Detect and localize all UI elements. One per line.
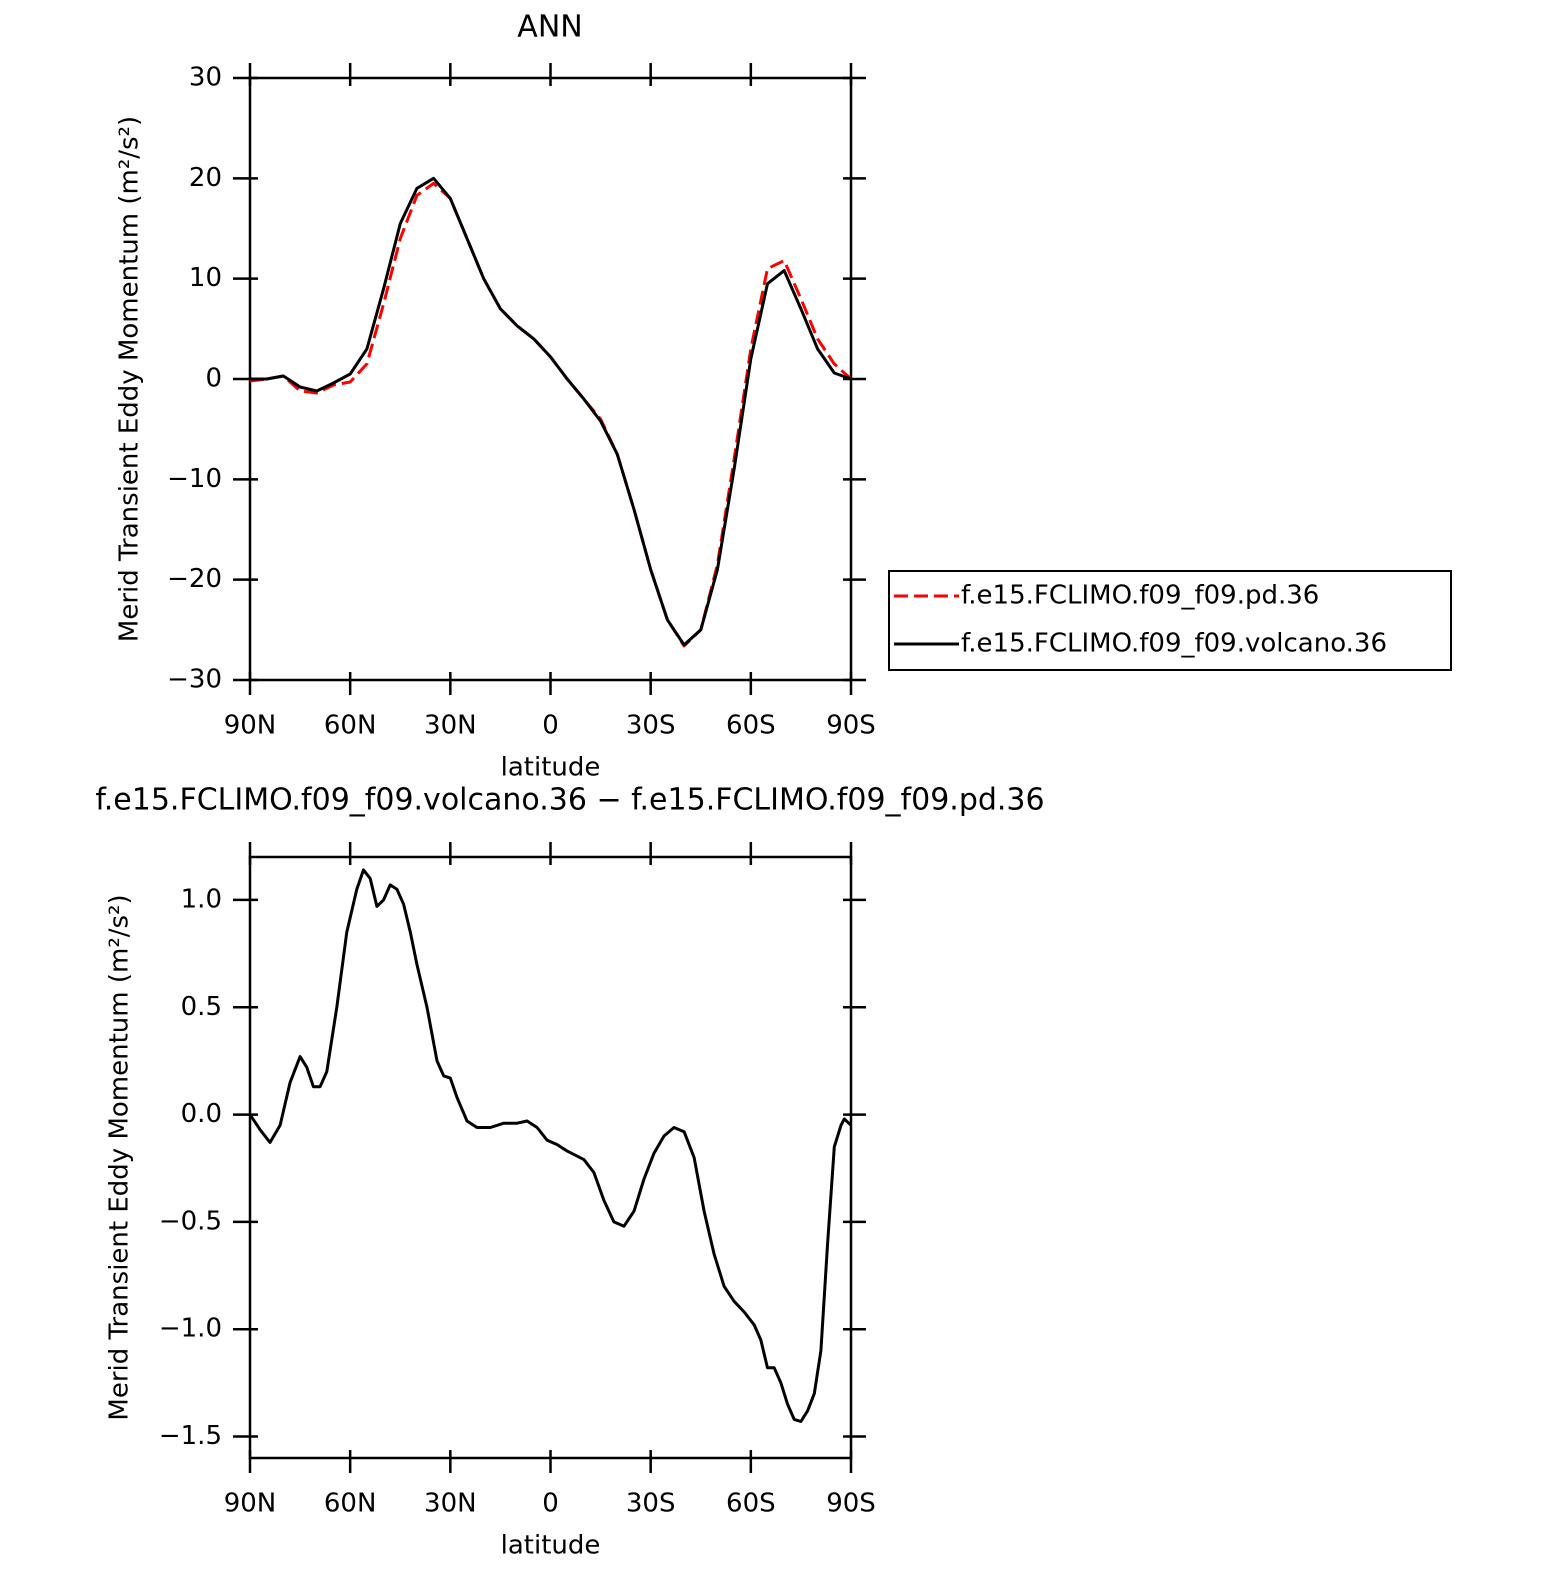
y-tick-label: 0.0 <box>181 1099 222 1129</box>
legend-label: f.e15.FCLIMO.f09_f09.volcano.36 <box>961 629 1387 659</box>
x-tick-label: 60N <box>324 1489 377 1519</box>
y-tick-label: −1.0 <box>159 1314 222 1344</box>
x-axis-label: latitude <box>501 753 601 783</box>
y-tick-label: −30 <box>167 665 222 695</box>
y-tick-label: 20 <box>189 163 222 193</box>
y-tick-label: 30 <box>189 63 222 93</box>
x-tick-label: 90S <box>826 711 876 741</box>
data-line <box>250 176 852 647</box>
x-tick-label: 60S <box>726 1489 776 1519</box>
y-axis-label: Merid Transient Eddy Momentum (m²/s²) <box>115 116 145 642</box>
y-tick-label: −0.5 <box>159 1206 222 1236</box>
x-tick-label: 90N <box>224 711 277 741</box>
x-axis-label: latitude <box>501 1531 601 1561</box>
y-tick-label: 0 <box>205 364 222 394</box>
y-tick-label: 0.5 <box>181 992 222 1022</box>
y-tick-label: 10 <box>189 263 222 293</box>
chart-title: ANN <box>517 10 582 45</box>
x-tick-label: 60S <box>726 711 776 741</box>
data-line <box>248 868 853 1423</box>
x-tick-label: 30N <box>424 711 477 741</box>
y-axis-label: Merid Transient Eddy Momentum (m²/s²) <box>105 894 135 1420</box>
x-tick-label: 90N <box>224 1489 277 1519</box>
y-tick-label: −1.5 <box>159 1421 222 1451</box>
legend-box <box>888 570 1452 671</box>
x-tick-label: 30S <box>626 1489 676 1519</box>
chart-title: f.e15.FCLIMO.f09_f09.volcano.36 − f.e15.… <box>95 783 1044 818</box>
x-tick-label: 0 <box>542 711 559 741</box>
plot-frame <box>248 855 853 1460</box>
y-tick-label: −10 <box>167 464 222 494</box>
y-tick-label: −20 <box>167 564 222 594</box>
legend-label: f.e15.FCLIMO.f09_f09.pd.36 <box>961 581 1319 611</box>
x-tick-label: 30N <box>424 1489 477 1519</box>
x-tick-label: 0 <box>542 1489 559 1519</box>
x-tick-label: 90S <box>826 1489 876 1519</box>
x-tick-label: 60N <box>324 711 377 741</box>
y-tick-label: 1.0 <box>181 884 222 914</box>
data-line <box>249 181 853 648</box>
x-tick-label: 30S <box>626 711 676 741</box>
